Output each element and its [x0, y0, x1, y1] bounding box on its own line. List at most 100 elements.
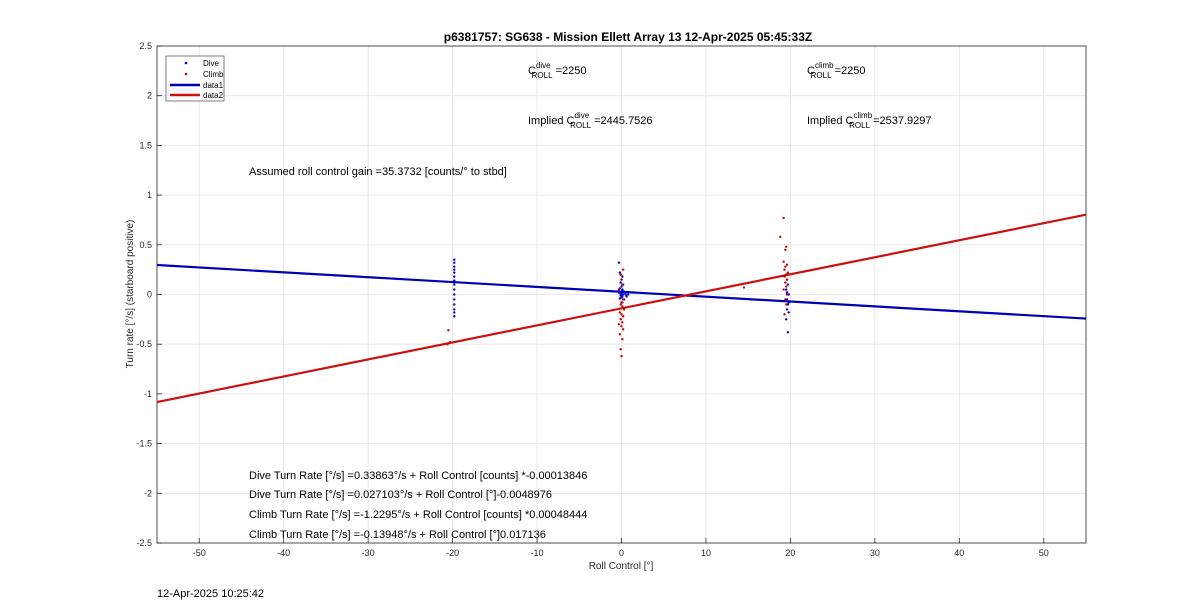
- legend: Dive Climb data1 data2: [165, 55, 225, 102]
- y-tick-label: -2: [144, 488, 152, 498]
- x-tick-label: -40: [277, 548, 290, 558]
- y-tick-label: 0.5: [139, 240, 152, 250]
- climb-point: [784, 265, 787, 268]
- dive-point: [453, 268, 456, 271]
- climb-point: [621, 298, 625, 301]
- x-tick-label: 50: [1039, 548, 1049, 558]
- legend-box: [165, 55, 225, 102]
- climb-point: [619, 347, 622, 351]
- dive-point: [621, 275, 624, 278]
- fit-line-data2: [156, 213, 1087, 404]
- x-tick-label: -50: [193, 548, 206, 558]
- climb-point: [783, 268, 786, 271]
- climb-point: [617, 288, 621, 291]
- x-tick-label: -20: [446, 548, 459, 558]
- y-tick-label: -0.5: [136, 339, 152, 349]
- dive-point: [618, 271, 622, 274]
- climb-point: [785, 278, 789, 281]
- dive-point: [453, 261, 456, 264]
- climb-point: [619, 303, 622, 306]
- dive-point: [624, 293, 627, 296]
- climb-point: [621, 268, 625, 271]
- climb-point: [782, 216, 785, 220]
- climb-point: [617, 323, 621, 326]
- dive-point: [453, 275, 456, 278]
- climb-point: [782, 260, 785, 263]
- dive-point: [453, 279, 456, 282]
- dive-point: [787, 301, 790, 304]
- dive-point: [617, 261, 621, 264]
- climb-point: [621, 338, 624, 341]
- dive-point: [453, 288, 456, 291]
- roll-gain-annotation: Assumed roll control gain =35.3732 [coun…: [249, 166, 507, 178]
- fit-equation-4: Climb Turn Rate [°/s] =-0.13948°/s + Rol…: [249, 529, 546, 541]
- climb-point: [784, 248, 787, 251]
- render-timestamp: 12-Apr-2025 10:25:42: [157, 588, 265, 600]
- climb-point: [622, 308, 626, 311]
- climb-point: [784, 245, 788, 248]
- x-tick-label: 30: [870, 548, 880, 558]
- climb-point: [779, 235, 782, 239]
- y-tick-label: -2.5: [136, 538, 152, 548]
- x-tick-label: 20: [785, 548, 795, 558]
- y-tick-label: 2.5: [139, 41, 152, 51]
- climb-point: [620, 325, 623, 328]
- dive-point: [453, 315, 456, 318]
- climb-point: [618, 311, 622, 314]
- plot-marks: [156, 213, 1087, 404]
- x-tick-label: 0: [619, 548, 624, 558]
- dive-point: [453, 298, 456, 301]
- dive-point: [785, 291, 789, 294]
- climb-point: [784, 303, 788, 306]
- y-tick-label: 1: [147, 190, 152, 200]
- climb-point: [620, 313, 623, 316]
- y-axis-ticks: 2.5 2 1.5 1 0.5 0 -0.5 -1 -1.5 -2 -2.5: [136, 41, 162, 548]
- climb-point: [786, 271, 790, 274]
- climb-point: [620, 354, 623, 358]
- dive-point: [453, 271, 456, 274]
- dive-point: [453, 258, 456, 261]
- y-tick-label: 0: [147, 290, 152, 300]
- y-tick-label: 1.5: [139, 140, 152, 150]
- climb-point: [621, 305, 624, 308]
- climb-point: [620, 301, 623, 304]
- dive-point: [623, 291, 627, 294]
- climb-point: [784, 285, 788, 288]
- climb-point: [782, 288, 785, 291]
- dive-point: [453, 311, 456, 314]
- y-axis-label: Turn rate [°/s] (starboard positive): [125, 220, 136, 369]
- dive-point: [784, 318, 788, 321]
- x-axis-label: Roll Control [°]: [589, 561, 654, 572]
- legend-data1-label: data1: [203, 81, 224, 90]
- climb-point: [785, 263, 789, 266]
- climb-point: [446, 343, 449, 346]
- climb-point: [620, 278, 623, 281]
- c-roll-climb-annotation: Cclimb ROLL =2250: [807, 61, 865, 80]
- dive-point: [787, 293, 790, 296]
- x-tick-label: -10: [531, 548, 544, 558]
- climb-point: [618, 333, 622, 336]
- fit-line-data1: [156, 263, 1087, 320]
- dive-point: [621, 293, 625, 296]
- dive-point: [620, 285, 623, 288]
- legend-climb-label: Climb: [203, 70, 224, 79]
- legend-climb-marker: [184, 72, 188, 76]
- implied-c-roll-climb-annotation: Implied Cclimb ROLL =2537.9297: [807, 111, 932, 130]
- dive-point: [619, 293, 622, 296]
- climb-point: [784, 273, 788, 276]
- dive-point: [784, 288, 788, 291]
- climb-point: [783, 313, 786, 316]
- x-tick-label: -30: [362, 548, 375, 558]
- climb-point: [448, 341, 452, 344]
- dive-point: [621, 288, 624, 291]
- climb-point: [619, 273, 622, 276]
- climb-point: [784, 281, 787, 284]
- dive-point: [787, 311, 790, 314]
- y-tick-label: 2: [147, 91, 152, 101]
- dive-point: [618, 297, 622, 300]
- dive-point: [627, 293, 630, 296]
- y-tick-label: -1: [144, 389, 152, 399]
- climb-point: [619, 318, 622, 321]
- dive-point: [453, 293, 456, 296]
